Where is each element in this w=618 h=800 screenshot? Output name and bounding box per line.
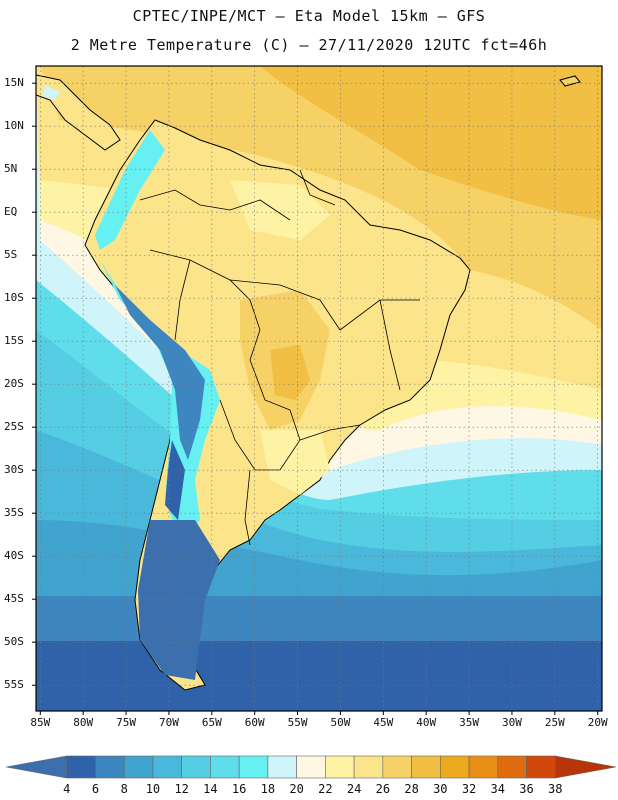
colorbar-label: 8 bbox=[120, 782, 128, 796]
longitude-label: 55W bbox=[287, 716, 308, 729]
longitude-label: 30W bbox=[502, 716, 522, 729]
map-title-line2: 2 Metre Temperature (C) – 27/11/2020 12U… bbox=[70, 36, 548, 54]
central-america-cool bbox=[42, 85, 60, 100]
colorbar-label: 20 bbox=[289, 782, 304, 796]
colorbar-label: 36 bbox=[519, 782, 534, 796]
latitude-label: EQ bbox=[4, 205, 18, 219]
colorbar-swatch bbox=[152, 755, 182, 779]
colorbar-label: 12 bbox=[174, 782, 189, 796]
map-area bbox=[36, 66, 602, 711]
longitude-label: 40W bbox=[416, 716, 437, 729]
colorbar-swatch bbox=[95, 755, 125, 779]
colorbar-label: 18 bbox=[260, 782, 276, 796]
longitude-label: 70W bbox=[158, 716, 179, 729]
colorbar-swatch bbox=[411, 755, 441, 779]
latitude-label: 5S bbox=[4, 248, 18, 262]
axis-ticks bbox=[32, 82, 599, 715]
latitude-label: 50S bbox=[4, 635, 24, 649]
colorbar-swatch bbox=[325, 755, 355, 779]
colorbar-swatch bbox=[353, 755, 384, 779]
colorbar-swatch bbox=[526, 755, 556, 779]
colorbar-label: 34 bbox=[490, 782, 505, 796]
country-borders bbox=[139, 169, 420, 546]
longitude-label: 80W bbox=[73, 716, 94, 729]
colorbar-swatch bbox=[468, 755, 499, 779]
colorbar-label: 32 bbox=[461, 782, 477, 796]
longitude-label: 65W bbox=[201, 716, 222, 729]
colorbar-swatch bbox=[267, 755, 297, 779]
colorbar-swatch bbox=[440, 755, 470, 779]
colorbar-label: 38 bbox=[548, 782, 563, 796]
interior-hot-region bbox=[270, 345, 310, 400]
longitude-label: 35W bbox=[459, 716, 479, 729]
colorbar-label: 10 bbox=[145, 782, 161, 796]
longitude-label: 85W bbox=[30, 716, 51, 729]
latitude-label: 40S bbox=[4, 549, 24, 563]
colorbar-swatch bbox=[123, 755, 154, 779]
colorbar-label: 16 bbox=[231, 782, 247, 796]
latitude-label: 5N bbox=[4, 162, 18, 176]
colorbar bbox=[5, 755, 617, 779]
colorbar-label: 22 bbox=[318, 782, 333, 796]
colorbar-swatch bbox=[554, 755, 617, 779]
longitude-label: 75W bbox=[116, 716, 136, 729]
map-frame bbox=[35, 65, 603, 712]
map-title-line1: CPTEC/INPE/MCT – Eta Model 15km – GFS bbox=[132, 7, 486, 25]
colorbar-label: 30 bbox=[433, 782, 448, 796]
colorbar-label: 28 bbox=[404, 782, 419, 796]
colorbar-swatch bbox=[497, 755, 527, 779]
amazon-mild-region bbox=[230, 180, 330, 240]
latitude-label: 10S bbox=[4, 291, 24, 305]
longitude-label: 25W bbox=[544, 716, 565, 729]
caribbean-island bbox=[559, 75, 581, 87]
latitude-label: 55S bbox=[4, 678, 24, 692]
colorbar-swatch bbox=[382, 755, 412, 779]
south-mild-region bbox=[260, 430, 330, 495]
andes-central-cold bbox=[115, 285, 205, 460]
colorbar-swatch bbox=[296, 755, 326, 779]
longitude-label: 60W bbox=[244, 716, 265, 729]
longitude-label: 20W bbox=[587, 716, 608, 729]
latitude-label: 25S bbox=[4, 420, 24, 434]
patagonia-cold bbox=[138, 520, 220, 680]
colorbar-label: 14 bbox=[203, 782, 218, 796]
colorbar-label: 24 bbox=[346, 782, 362, 796]
latitude-label: 20S bbox=[4, 377, 24, 391]
colorbar-label: 6 bbox=[91, 782, 100, 796]
latitude-label: 45S bbox=[4, 592, 24, 606]
latitude-label: 10N bbox=[4, 119, 24, 133]
longitude-label: 50W bbox=[330, 716, 351, 729]
colorbar-swatch bbox=[5, 755, 68, 779]
latitude-label: 15N bbox=[4, 76, 24, 90]
colorbar-label: 4 bbox=[63, 782, 71, 796]
latitude-label: 15S bbox=[4, 334, 24, 348]
latitude-label: 35S bbox=[4, 506, 24, 520]
latitude-label: 30S bbox=[4, 463, 24, 477]
colorbar-swatch bbox=[238, 755, 269, 779]
longitude-label: 45W bbox=[373, 716, 394, 729]
andes-north-cool bbox=[95, 130, 165, 250]
ocean-band-30 bbox=[260, 66, 602, 220]
colorbar-swatch bbox=[66, 755, 96, 779]
colorbar-swatch bbox=[181, 755, 211, 779]
colorbar-label: 26 bbox=[375, 782, 391, 796]
colorbar-swatch bbox=[210, 755, 240, 779]
andes-south-cold bbox=[165, 440, 185, 520]
